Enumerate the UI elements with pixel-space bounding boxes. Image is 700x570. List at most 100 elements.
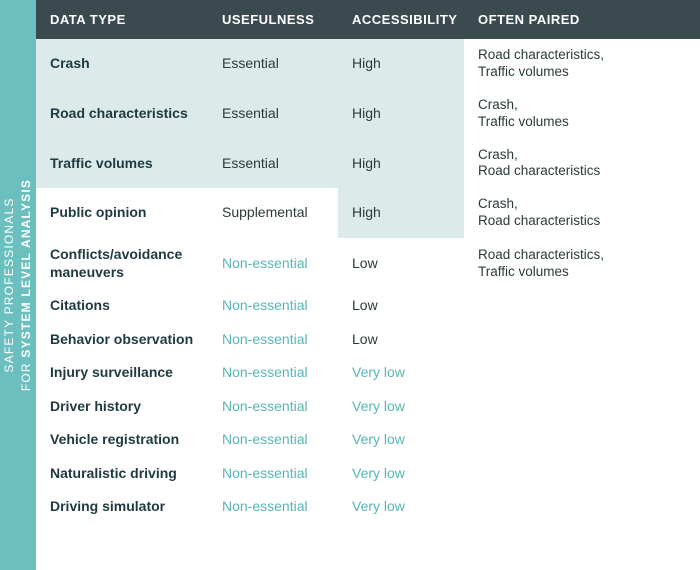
cell-data-type-td: Traffic volumes [36, 139, 208, 189]
cell-accessibility-td: High [338, 89, 464, 139]
cell-data-type: Conflicts/avoidance maneuvers [50, 246, 182, 280]
cell-usefulness: Non-essential [222, 364, 308, 380]
cell-accessibility-td: Very low [338, 457, 464, 491]
cell-often-paired-td: Crash,Road characteristics [464, 188, 700, 238]
table-row: Naturalistic driving Non-essential Very lo… [36, 457, 700, 491]
cell-usefulness-td: Non-essential [208, 356, 338, 390]
cell-accessibility-td: Low [338, 238, 464, 289]
cell-accessibility-td: Very low [338, 490, 464, 524]
cell-accessibility: Very low [352, 364, 405, 380]
table-row: Citations Non-essential Low [36, 289, 700, 323]
table-row: Vehicle registration Non-essentialVery lo… [36, 423, 700, 457]
data-table: DATA TYPE USEFULNESS ACCESSIBILITY OFTEN… [36, 0, 700, 524]
cell-usefulness: Essential [222, 55, 279, 71]
cell-often-paired-td [464, 390, 700, 424]
table-row: Behavior observationNon-essentialLow [36, 323, 700, 357]
sidebar: SAFETY PROFESSIONALS FOR SYSTEM LEVEL AN… [0, 0, 36, 570]
cell-accessibility: High [352, 204, 381, 220]
cell-usefulness-td: Supplemental [208, 188, 338, 238]
cell-often-paired: Road characteristics,Traffic volumes [478, 247, 604, 279]
cell-accessibility: Low [352, 297, 378, 313]
cell-often-paired: Road characteristics,Traffic volumes [478, 47, 604, 79]
cell-often-paired-td: Crash,Road characteristics [464, 139, 700, 189]
cell-data-type-td: Naturalistic driving [36, 457, 208, 491]
cell-data-type: Public opinion [50, 204, 146, 220]
cell-usefulness: Non-essential [222, 331, 308, 347]
cell-usefulness: Non-essential [222, 398, 308, 414]
table-row: Crash Essential High Road characteristics,T… [36, 39, 700, 89]
cell-accessibility-td: Low [338, 323, 464, 357]
cell-accessibility-td: Very low [338, 423, 464, 457]
sidebar-line1: SAFETY PROFESSIONALS [2, 197, 16, 372]
cell-often-paired-td [464, 423, 700, 457]
table-row: Road characteristics Essential HighCrash,T… [36, 89, 700, 139]
cell-data-type-td: Crash [36, 39, 208, 89]
cell-usefulness-td: Non-essential [208, 238, 338, 289]
cell-usefulness: Non-essential [222, 297, 308, 313]
cell-accessibility: High [352, 55, 381, 71]
cell-data-type-td: Conflicts/avoidance maneuvers [36, 238, 208, 289]
cell-accessibility: Low [352, 331, 378, 347]
sidebar-label: SAFETY PROFESSIONALS FOR SYSTEM LEVEL AN… [1, 179, 35, 391]
table-row: Injury surveillanceNon-essentialVery low [36, 356, 700, 390]
cell-accessibility-td: Very low [338, 390, 464, 424]
cell-often-paired-td: Crash,Traffic volumes [464, 89, 700, 139]
cell-usefulness: Non-essential [222, 465, 308, 481]
cell-usefulness-td: Non-essential [208, 490, 338, 524]
cell-often-paired-td: Road characteristics,Traffic volumes [464, 39, 700, 89]
cell-data-type-td: Vehicle registration [36, 423, 208, 457]
cell-often-paired-td [464, 490, 700, 524]
cell-data-type-td: Citations [36, 289, 208, 323]
cell-often-paired-td [464, 356, 700, 390]
cell-accessibility-td: Very low [338, 356, 464, 390]
cell-often-paired-td [464, 457, 700, 491]
cell-accessibility: High [352, 155, 381, 171]
cell-often-paired: Crash,Road characteristics [478, 196, 600, 228]
cell-usefulness: Essential [222, 105, 279, 121]
table-row: Public opinion Supplemental High Crash,Road… [36, 188, 700, 238]
cell-accessibility: Very low [352, 498, 405, 514]
cell-usefulness-td: Essential [208, 89, 338, 139]
cell-accessibility: Low [352, 255, 378, 271]
cell-accessibility-td: Low [338, 289, 464, 323]
table-row: Driver historyNon-essentialVery low [36, 390, 700, 424]
cell-often-paired-td: Road characteristics,Traffic volumes [464, 238, 700, 289]
cell-usefulness-td: Essential [208, 139, 338, 189]
table-body: Crash Essential High Road characteristics,T… [36, 39, 700, 524]
col-header-data-type: DATA TYPE [36, 0, 208, 39]
cell-usefulness: Essential [222, 155, 279, 171]
cell-usefulness-td: Non-essential [208, 289, 338, 323]
cell-usefulness: Supplemental [222, 204, 308, 220]
cell-data-type: Naturalistic driving [50, 465, 177, 481]
cell-usefulness-td: Non-essential [208, 423, 338, 457]
cell-accessibility-td: High [338, 188, 464, 238]
cell-often-paired-td [464, 323, 700, 357]
cell-data-type: Vehicle registration [50, 431, 179, 447]
cell-accessibility-td: High [338, 39, 464, 89]
cell-data-type: Road characteristics [50, 105, 188, 121]
cell-data-type: Driving simulator [50, 498, 165, 514]
table-row: Conflicts/avoidance maneuvers Non-essenti… [36, 238, 700, 289]
cell-data-type: Citations [50, 297, 110, 313]
sidebar-line2-prefix: FOR [19, 358, 33, 391]
col-header-accessibility: ACCESSIBILITY [338, 0, 464, 39]
cell-data-type: Traffic volumes [50, 155, 153, 171]
sidebar-line2-bold: SYSTEM LEVEL ANALYSIS [19, 179, 33, 358]
table-header: DATA TYPE USEFULNESS ACCESSIBILITY OFTEN… [36, 0, 700, 39]
col-header-usefulness: USEFULNESS [208, 0, 338, 39]
cell-accessibility: Very low [352, 465, 405, 481]
cell-usefulness-td: Non-essential [208, 323, 338, 357]
cell-often-paired-td [464, 289, 700, 323]
table-row: Traffic volumes Essential High Crash,Road c… [36, 139, 700, 189]
cell-data-type-td: Public opinion [36, 188, 208, 238]
cell-data-type-td: Road characteristics [36, 89, 208, 139]
main: DATA TYPE USEFULNESS ACCESSIBILITY OFTEN… [36, 0, 700, 570]
table-row: Driving simulator Non-essential Very low [36, 490, 700, 524]
cell-usefulness: Non-essential [222, 255, 308, 271]
cell-accessibility-td: High [338, 139, 464, 189]
cell-accessibility: Very low [352, 398, 405, 414]
cell-usefulness-td: Non-essential [208, 390, 338, 424]
cell-usefulness: Non-essential [222, 498, 308, 514]
page-root: SAFETY PROFESSIONALS FOR SYSTEM LEVEL AN… [0, 0, 700, 570]
col-header-often-paired: OFTEN PAIRED [464, 0, 700, 39]
